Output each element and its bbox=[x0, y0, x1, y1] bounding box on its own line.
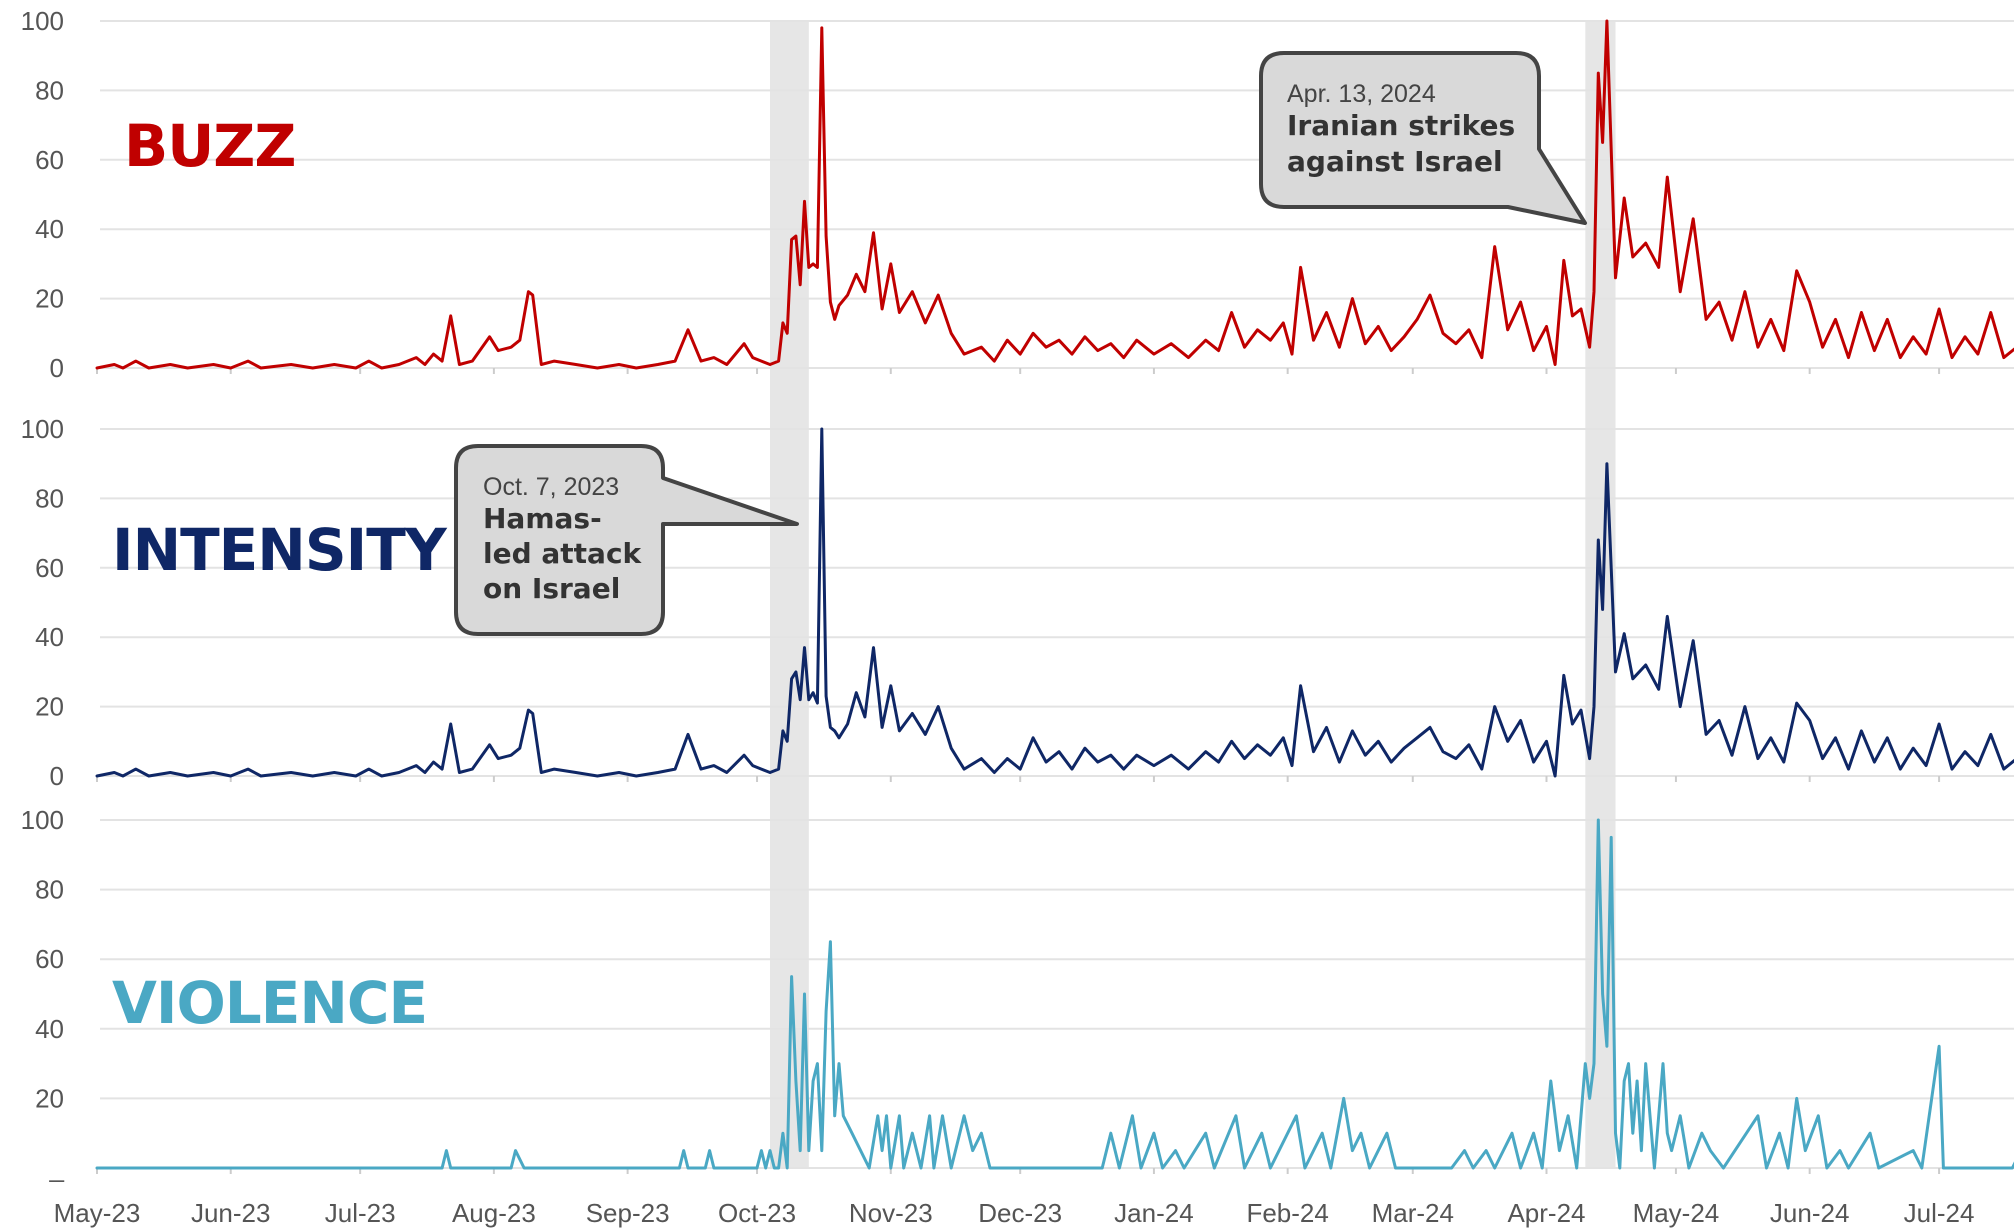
violence-y-tick-label: 100 bbox=[21, 805, 64, 835]
violence-y-tick-label: 80 bbox=[35, 875, 64, 905]
intensity-y-tick-label: 40 bbox=[35, 622, 64, 652]
callout-iranian-strikes-text-line1: Iranian strikes bbox=[1287, 109, 1515, 142]
intensity-series-line bbox=[95, 427, 2014, 778]
axes: 0 20 40 60 80 100 0 20 40 60 80 100 _ 20 40 60 80 100 May-… bbox=[21, 6, 1975, 1228]
callout-hamas-attack-date: Oct. 7, 2023 bbox=[483, 473, 619, 501]
intensity-y-tick-label: 60 bbox=[35, 553, 64, 583]
buzz-y-tick-label: 40 bbox=[35, 214, 64, 244]
violence-y-tick-label: 40 bbox=[35, 1014, 64, 1044]
violence-series-line bbox=[95, 818, 2014, 1170]
intensity-y-tick-label: 0 bbox=[50, 761, 64, 791]
x-tick-label: Dec-23 bbox=[978, 1198, 1062, 1228]
x-tick-label: Oct-23 bbox=[718, 1198, 796, 1228]
callout-hamas-attack-bubble bbox=[454, 444, 799, 636]
buzz-y-tick-label: 0 bbox=[50, 353, 64, 383]
buzz-panel-title: BUZZ bbox=[124, 112, 295, 180]
violence-y-tick-label: 20 bbox=[35, 1083, 64, 1113]
buzz-y-tick-label: 100 bbox=[21, 6, 64, 36]
callout-hamas-attack-text-line3: on Israel bbox=[483, 572, 620, 605]
series-lines bbox=[95, 19, 2014, 1170]
buzz-y-tick-label: 20 bbox=[35, 284, 64, 314]
x-tick-label: Jul-24 bbox=[1904, 1198, 1975, 1228]
x-tick-label: Sep-23 bbox=[586, 1198, 670, 1228]
x-tick-label: Jan-24 bbox=[1114, 1198, 1194, 1228]
intensity-y-tick-label: 100 bbox=[21, 414, 64, 444]
x-tick-label: May-24 bbox=[1633, 1198, 1720, 1228]
x-tick-label: Nov-23 bbox=[849, 1198, 933, 1228]
x-tick-label: Jun-24 bbox=[1770, 1198, 1850, 1228]
x-tick-label: May-23 bbox=[54, 1198, 141, 1228]
callout-iranian-strikes-date: Apr. 13, 2024 bbox=[1287, 80, 1436, 108]
callout-hamas-attack: Oct. 7, 2023 Hamas- led attack on Israel bbox=[454, 444, 799, 636]
intensity-panel-title: INTENSITY bbox=[112, 516, 448, 584]
gridlines bbox=[96, 20, 2014, 1174]
x-tick-label: Jul-23 bbox=[325, 1198, 396, 1228]
callout-iranian-strikes-bubble bbox=[1259, 51, 1587, 225]
x-tick-label: Jun-23 bbox=[191, 1198, 271, 1228]
x-tick-label: Mar-24 bbox=[1372, 1198, 1454, 1228]
x-tick-label: Aug-23 bbox=[452, 1198, 536, 1228]
intensity-y-tick-label: 20 bbox=[35, 692, 64, 722]
buzz-series-line bbox=[95, 19, 2014, 370]
buzz-y-tick-label: 80 bbox=[35, 75, 64, 105]
violence-y-tick-label: _ bbox=[49, 1153, 65, 1183]
intensity-y-tick-label: 80 bbox=[35, 483, 64, 513]
x-tick-label: Apr-24 bbox=[1507, 1198, 1585, 1228]
violence-panel-title: VIOLENCE bbox=[112, 969, 427, 1037]
x-tick-label: Feb-24 bbox=[1246, 1198, 1328, 1228]
highlight-band-1 bbox=[769, 21, 809, 1168]
callout-iranian-strikes-text-line2: against Israel bbox=[1287, 145, 1503, 178]
buzz-y-tick-label: 60 bbox=[35, 145, 64, 175]
callout-iranian-strikes: Apr. 13, 2024 Iranian strikes against Is… bbox=[1259, 51, 1587, 225]
callout-hamas-attack-text-line2: led attack bbox=[483, 537, 643, 570]
callout-hamas-attack-text-line1: Hamas- bbox=[483, 502, 602, 535]
violence-y-tick-label: 60 bbox=[35, 944, 64, 974]
